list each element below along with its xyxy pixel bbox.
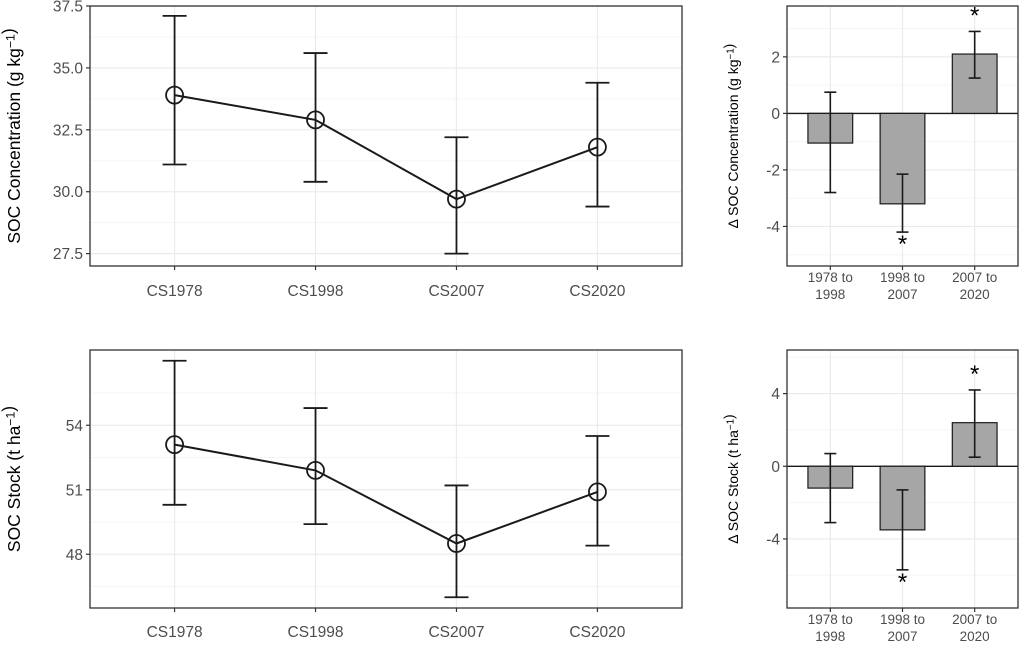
data-point [165, 85, 184, 105]
y-tick-label: 48 [66, 547, 83, 564]
y-tick-label: -4 [766, 531, 780, 548]
x-tick-label: CS2007 [428, 283, 484, 300]
significance-marker: * [970, 2, 979, 29]
data-point [588, 482, 607, 502]
y-tick-label: 2 [771, 49, 780, 66]
x-tick-label: 1998 to [880, 270, 925, 285]
delta-soc-concentration-panel: * * -4 -2 0 2 1978 to 1998 1998 to 2007 2007 to 202… [721, 2, 1019, 302]
y-tick-label: 32.5 [53, 122, 83, 139]
y-tick-label: 37.5 [53, 0, 83, 16]
x-tick-label: 1998 [815, 287, 845, 302]
y-axis-title: SOC Concentration (g kg−1) [0, 28, 24, 243]
x-tick-label: CS2020 [569, 283, 625, 300]
y-tick-label: -4 [766, 219, 780, 236]
y-tick-label: 0 [771, 459, 780, 476]
soc-stock-panel: 48 51 54 CS1978 CS1998 CS2007 CS2020 SOC Stock … [0, 349, 683, 641]
x-tick-label: 2007 [887, 629, 917, 644]
x-tick-label: CS1998 [288, 283, 344, 300]
y-tick-label: 51 [66, 482, 83, 499]
x-tick-label: 2007 to [952, 270, 997, 285]
series-line [174, 443, 598, 545]
x-tick-label: CS2007 [428, 624, 484, 641]
x-tick-label: CS1998 [288, 624, 344, 641]
y-tick-label: -2 [766, 162, 780, 179]
series-line [174, 94, 598, 201]
data-point [306, 110, 325, 130]
x-tick-label: 2007 to [952, 612, 997, 627]
panel-border [89, 349, 683, 609]
y-tick-label: 30.0 [53, 184, 84, 201]
y-axis-title: Δ SOC Stock (t ha−1) [721, 414, 741, 543]
significance-marker: * [898, 569, 907, 596]
x-tick-label: CS1978 [147, 283, 203, 300]
data-point [165, 435, 184, 455]
y-tick-label: 4 [771, 386, 780, 403]
data-point [447, 189, 466, 209]
y-axis-title: Δ SOC Concentration (g kg−1) [721, 44, 741, 229]
y-axis-title: SOC Stock (t ha−1) [0, 406, 24, 552]
x-tick-label: 2007 [887, 287, 917, 302]
x-tick-label: CS1978 [147, 624, 203, 641]
significance-marker: * [898, 231, 907, 258]
x-tick-label: 1978 to [808, 270, 853, 285]
panel-background [90, 6, 682, 266]
x-tick-label: CS2020 [569, 624, 625, 641]
x-tick-label: 1978 to [808, 612, 853, 627]
data-point [447, 534, 466, 553]
y-tick-label: 54 [66, 418, 84, 435]
panel-border [89, 5, 683, 267]
data-point [306, 460, 325, 480]
x-tick-label: 2020 [960, 287, 990, 302]
delta-soc-stock-panel: * * -4 0 4 1978 to 1998 1998 to 2007 2007 to 2020 Δ… [721, 349, 1019, 644]
soc-concentration-panel: 27.5 30.0 32.5 35.0 37.5 CS1978 CS1998 CS2007 CS… [0, 0, 683, 300]
x-tick-label: 1998 [815, 629, 845, 644]
y-tick-label: 35.0 [53, 60, 84, 77]
data-point [588, 137, 607, 157]
significance-marker: * [970, 361, 979, 388]
x-tick-label: 2020 [960, 629, 990, 644]
panel-background [90, 350, 682, 608]
x-tick-label: 1998 to [880, 612, 925, 627]
y-tick-label: 27.5 [53, 246, 83, 263]
y-tick-label: 0 [771, 106, 780, 123]
